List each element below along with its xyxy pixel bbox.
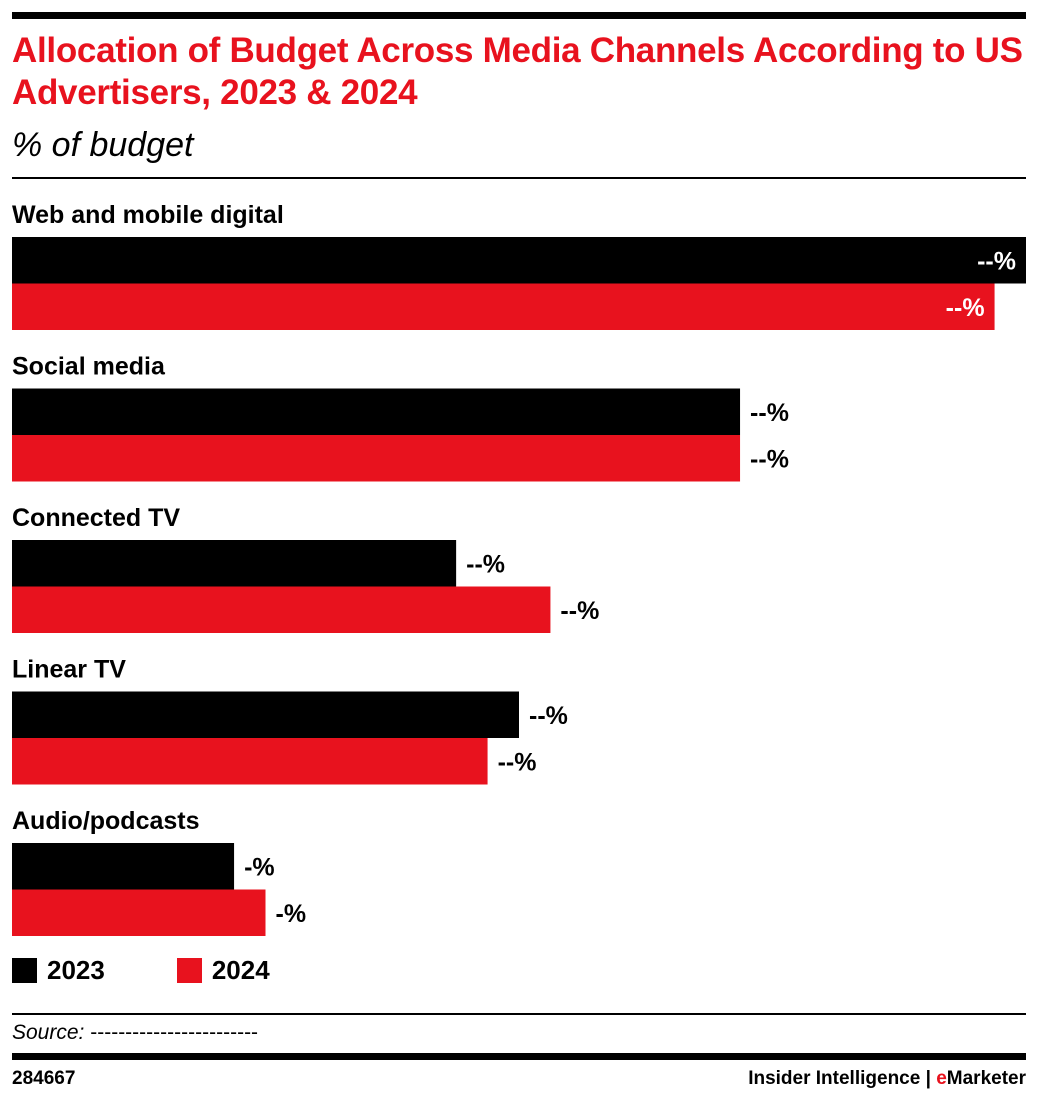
value-label-connected-tv-2024: --% [560, 597, 599, 625]
value-label-linear-tv-2024: --% [498, 748, 537, 776]
value-label-linear-tv-2023: --% [529, 702, 568, 730]
chart-subtitle: % of budget [12, 126, 194, 164]
footer-brand: Insider Intelligence | eMarketer [748, 1068, 1026, 1090]
legend-swatch-2024 [176, 958, 202, 983]
category-label-linear-tv: Linear TV [12, 656, 126, 684]
bar-social-media-2024 [12, 435, 741, 482]
brand-emarketer: eMarketer [936, 1068, 1026, 1089]
bar-linear-tv-2023 [12, 691, 519, 738]
category-label-social-media: Social media [12, 353, 166, 381]
header-rule [12, 177, 1026, 179]
value-label-audio-podcasts-2023: -% [244, 853, 275, 881]
source-label: Source: [12, 1021, 85, 1044]
chart-title: Allocation of Budget Across Media Channe… [12, 31, 1023, 112]
bar-audio-podcasts-2024 [12, 889, 266, 936]
legend-item-2024: 2024 [176, 955, 270, 986]
bar-social-media-2023 [12, 388, 741, 435]
category-label-audio-podcasts: Audio/podcasts [12, 807, 200, 835]
value-label-connected-tv-2023: --% [466, 550, 505, 578]
legend-label-2024: 2024 [211, 955, 270, 985]
bar-audio-podcasts-2023 [12, 843, 235, 890]
legend-label-2023: 2023 [47, 955, 105, 985]
source-rule [12, 1013, 1026, 1015]
source-line: Source: ------------------------ [12, 1021, 258, 1045]
value-label-web-and-mobile-digital-2024: --% [946, 294, 985, 322]
value-label-audio-podcasts-2024: -% [276, 900, 307, 928]
bar-linear-tv-2024 [12, 738, 488, 785]
category-label-connected-tv: Connected TV [12, 504, 180, 532]
chart-id: 284667 [12, 1068, 76, 1089]
value-label-web-and-mobile-digital-2023: --% [977, 247, 1016, 275]
source-text: ------------------------ [90, 1021, 259, 1044]
brand-insider-intelligence: Insider Intelligence [748, 1068, 921, 1089]
bottom-rule [12, 1053, 1026, 1060]
brand-separator: | [925, 1068, 931, 1089]
top-rule [12, 12, 1026, 19]
value-label-social-media-2023: --% [750, 399, 789, 427]
legend: 2023 2024 [12, 955, 342, 986]
category-label-web-and-mobile-digital: Web and mobile digital [12, 201, 284, 229]
legend-item-2023: 2023 [12, 955, 105, 986]
bar-web-and-mobile-digital-2023 [12, 237, 1026, 284]
brand-emarketer-e: e [936, 1068, 947, 1089]
brand-emarketer-rest: Marketer [946, 1068, 1026, 1089]
legend-swatch-2023 [12, 958, 37, 983]
bar-connected-tv-2024 [12, 586, 551, 633]
bar-connected-tv-2023 [12, 540, 457, 587]
value-label-social-media-2024: --% [750, 445, 789, 473]
bar-chart: Web and mobile digital --% --% Social media… [12, 201, 1026, 936]
bar-web-and-mobile-digital-2024 [12, 283, 995, 330]
